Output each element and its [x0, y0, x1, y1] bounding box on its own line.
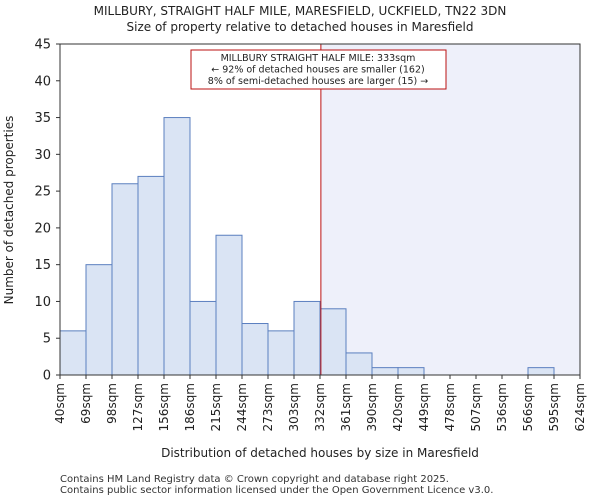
x-tick-label: 156sqm [157, 383, 171, 431]
footer-line-1: Contains HM Land Registry data © Crown c… [60, 474, 449, 485]
chart-subtitle: Size of property relative to detached ho… [126, 20, 474, 34]
y-tick-label: 0 [43, 369, 51, 384]
y-tick-label: 40 [34, 74, 51, 89]
annotation-line: MILLBURY STRAIGHT HALF MILE: 333sqm [221, 53, 416, 64]
x-tick-label: 303sqm [287, 383, 301, 431]
x-tick-label: 478sqm [443, 383, 457, 431]
footer-line-2: Contains public sector information licen… [60, 485, 494, 496]
histogram-bar [137, 175, 165, 376]
larger-region-shade [320, 44, 580, 375]
histogram-bar [397, 367, 425, 376]
y-tick-label: 10 [34, 295, 51, 310]
y-tick-label: 45 [34, 38, 51, 53]
y-axis-label: Number of detached properties [2, 116, 16, 305]
y-tick-label: 25 [34, 185, 51, 200]
x-tick-label: 186sqm [183, 383, 197, 431]
chart-title: MILLBURY, STRAIGHT HALF MILE, MARESFIELD… [93, 4, 507, 18]
x-tick-label: 127sqm [131, 383, 145, 431]
y-tick-label: 35 [34, 111, 51, 126]
histogram-bar [241, 323, 269, 376]
x-tick-label: 98sqm [105, 383, 119, 424]
histogram-bar [371, 367, 399, 376]
histogram-bar [345, 352, 373, 376]
x-tick-label: 40sqm [53, 383, 67, 424]
x-tick-label: 361sqm [339, 383, 353, 431]
histogram-bar [215, 234, 243, 376]
annotation-box [190, 49, 447, 90]
x-tick-label: 507sqm [469, 383, 483, 431]
x-tick-label: 390sqm [365, 383, 379, 431]
y-tick-label: 20 [34, 221, 51, 236]
annotation-line: 8% of semi-detached houses are larger (1… [208, 76, 428, 87]
x-tick-label: 566sqm [521, 383, 535, 431]
x-tick-label: 273sqm [261, 383, 275, 431]
x-tick-label: 420sqm [391, 383, 405, 431]
x-tick-label: 69sqm [79, 383, 93, 424]
y-tick-label: 15 [34, 258, 51, 273]
y-tick-label: 5 [43, 332, 51, 347]
histogram-bar [111, 183, 139, 376]
histogram-bar [267, 330, 295, 376]
histogram-chart: 0 5 10 15 20 25 30 35 40 45 40sqm 69sqm 98sqm 127sqm 1… [2, 38, 587, 461]
x-tick-label: 595sqm [547, 383, 561, 431]
histogram-bar [85, 264, 113, 376]
histogram-bar [59, 330, 87, 376]
x-tick-label: 215sqm [209, 383, 223, 431]
histogram-bar [163, 117, 191, 376]
x-tick-label: 449sqm [417, 383, 431, 431]
histogram-bar [293, 300, 321, 376]
x-tick-label: 624sqm [573, 383, 587, 431]
x-axis-label: Distribution of detached houses by size … [161, 446, 479, 460]
x-tick-label: 332sqm [313, 383, 327, 431]
y-tick-label: 30 [34, 148, 51, 163]
x-tick-label: 536sqm [495, 383, 509, 431]
histogram-bar [527, 367, 555, 376]
histogram-bar [319, 308, 347, 376]
annotation-line: ← 92% of detached houses are smaller (16… [211, 65, 424, 76]
x-tick-label: 244sqm [235, 383, 249, 431]
histogram-bar [189, 300, 217, 376]
